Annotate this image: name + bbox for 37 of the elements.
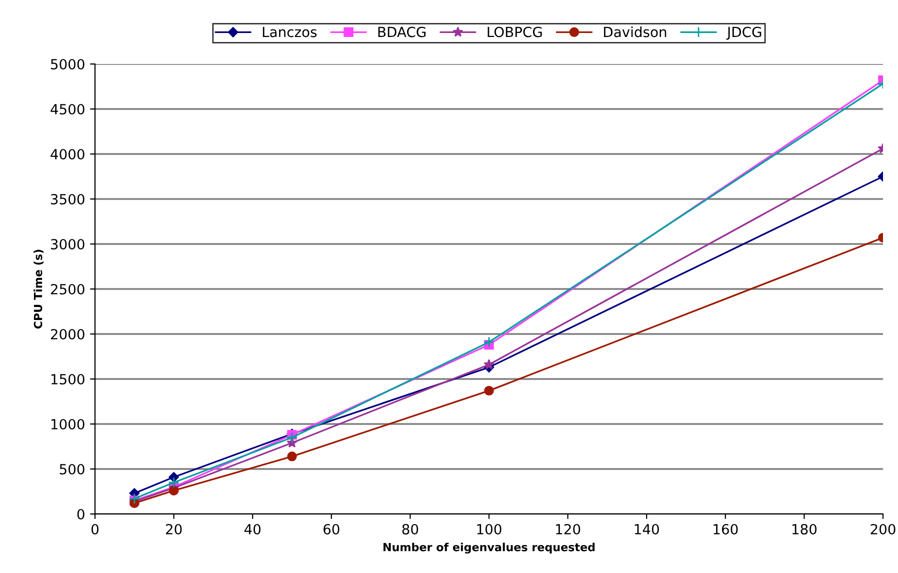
y-tick-label: 3000 bbox=[50, 238, 84, 250]
legend-label: LOBPCG bbox=[488, 26, 542, 38]
legend-label: Lanczos bbox=[262, 26, 317, 38]
y-tick-label: 4500 bbox=[50, 104, 84, 114]
y-tick-label: 2500 bbox=[50, 284, 84, 294]
x-tick-label: 200 bbox=[870, 524, 896, 534]
x-tick-label: 180 bbox=[792, 524, 817, 534]
y-tick-label: 5000 bbox=[51, 58, 84, 70]
x-axis-title: Number of eigenvalues requested bbox=[384, 542, 595, 554]
y-tick-label: 0 bbox=[77, 508, 84, 520]
x-tick-label: 140 bbox=[634, 524, 659, 534]
legend-label: JDCG bbox=[726, 26, 762, 40]
y-tick-label: 1000 bbox=[51, 418, 84, 430]
x-tick-label: 80 bbox=[402, 524, 418, 534]
x-tick-label: 120 bbox=[556, 524, 580, 534]
point bbox=[168, 476, 180, 488]
legend-label: Davidson bbox=[604, 26, 666, 38]
y-axis-title: CPU Time (s) bbox=[34, 250, 44, 329]
point bbox=[484, 359, 494, 370]
y-tick-label: 500 bbox=[60, 464, 84, 474]
x-tick-label: 0 bbox=[91, 524, 98, 534]
point bbox=[286, 432, 298, 444]
x-tick-label: 160 bbox=[714, 524, 738, 534]
x-tick-label: 60 bbox=[324, 524, 340, 534]
x-tick-label: 20 bbox=[166, 524, 182, 534]
y-tick-label: 3500 bbox=[50, 194, 84, 204]
y-tick-label: 2000 bbox=[50, 328, 84, 340]
y-tick-label: 1500 bbox=[51, 374, 84, 384]
x-tick-label: 100 bbox=[477, 524, 502, 534]
x-tick-label: 40 bbox=[244, 524, 261, 534]
point bbox=[484, 386, 494, 396]
point bbox=[128, 493, 140, 504]
point bbox=[287, 452, 297, 462]
point bbox=[483, 336, 495, 348]
point bbox=[168, 486, 179, 496]
y-tick-label: 4000 bbox=[50, 148, 84, 160]
legend-label: BDACG bbox=[378, 26, 426, 38]
